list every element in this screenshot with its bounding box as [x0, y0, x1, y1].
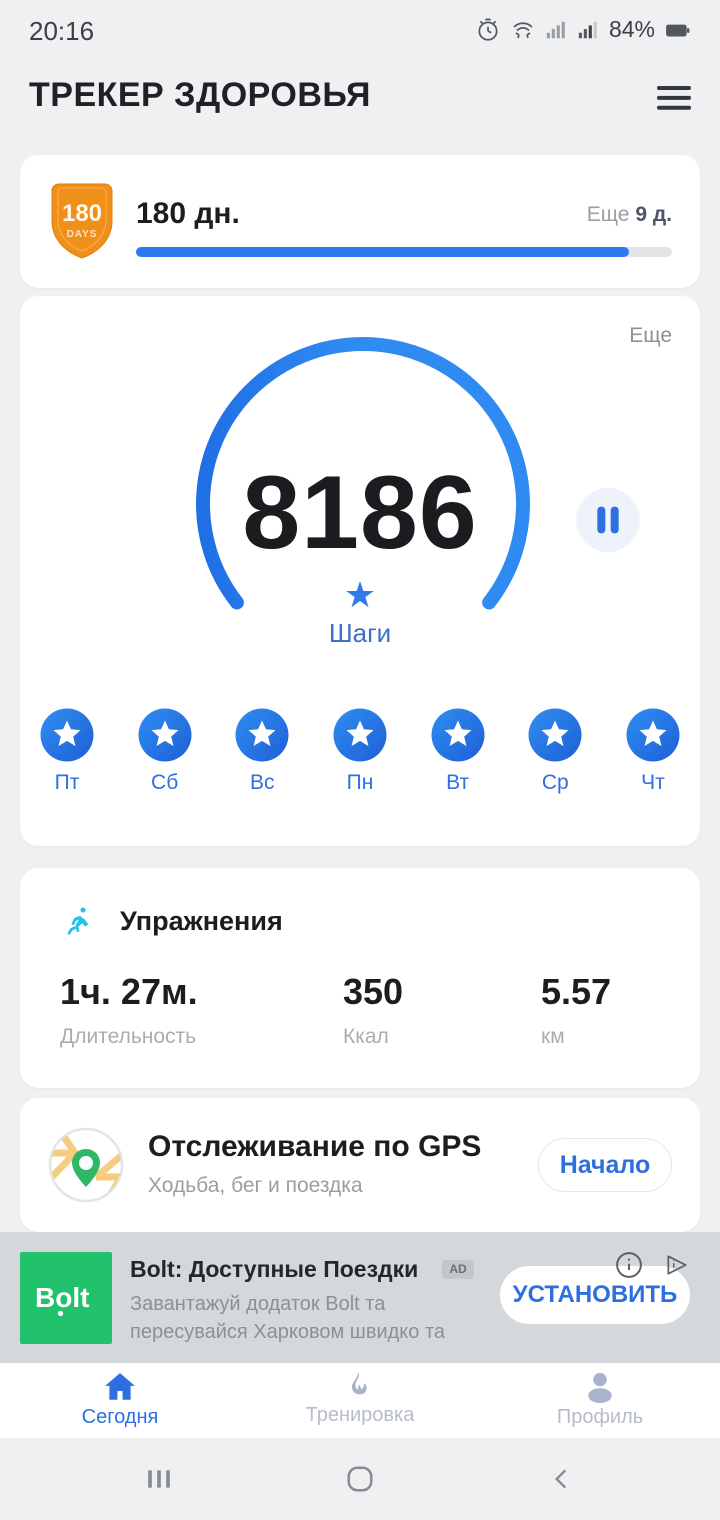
svg-text:Bolt: Bolt [35, 1282, 89, 1313]
svg-text:180: 180 [62, 200, 102, 227]
svg-text:DAYS: DAYS [67, 229, 98, 240]
